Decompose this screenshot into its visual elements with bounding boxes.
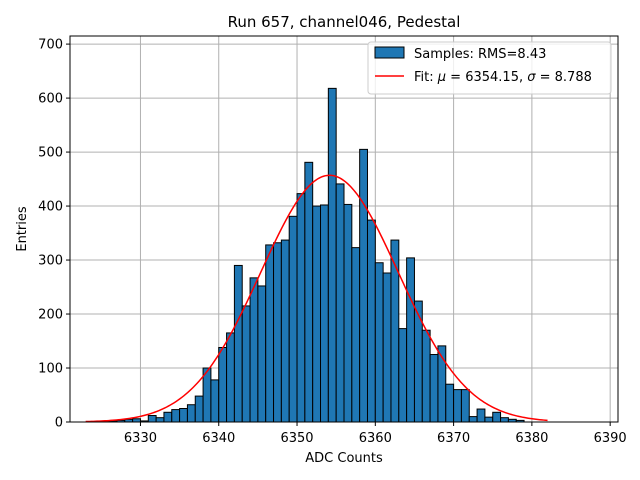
histogram-bar <box>288 215 298 423</box>
histogram-bar <box>171 409 181 423</box>
histogram-bar <box>186 404 196 423</box>
plot-frame <box>69 35 619 423</box>
histogram-bar <box>460 389 470 423</box>
histogram-bar <box>382 272 392 423</box>
histogram-bar <box>468 416 478 423</box>
fit-label-sigma-symbol: σ <box>527 70 536 85</box>
legend-label-samples: Samples: RMS=8.43 <box>414 47 546 62</box>
x-tick-label: 6380 <box>515 431 548 446</box>
fit-label-prefix: Fit: <box>414 70 438 85</box>
histogram-bar <box>359 148 368 423</box>
histogram-bar <box>304 161 314 423</box>
y-axis-label: Entries <box>15 206 30 252</box>
histogram-bar <box>374 262 384 423</box>
x-tick-label: 6330 <box>124 431 157 446</box>
y-tick-label: 500 <box>38 146 63 161</box>
histogram-bar <box>492 411 502 423</box>
histogram-bar <box>312 205 322 423</box>
histogram-bar <box>210 379 220 423</box>
histogram-bar <box>296 193 306 423</box>
y-tick-label: 0 <box>55 416 63 431</box>
histogram-bar <box>343 203 353 423</box>
histogram-bar <box>390 239 400 423</box>
histogram-bar <box>351 247 361 423</box>
histogram-bar <box>163 411 173 423</box>
x-axis-label: ADC Counts <box>305 451 383 466</box>
fit-curve <box>85 174 548 423</box>
histogram-bars <box>100 87 525 423</box>
fit-label-mu-value: = 6354.15, <box>446 70 527 85</box>
histogram-bar <box>147 415 157 423</box>
histogram-bar <box>226 332 235 423</box>
fit-label-sigma-value: = 8.788 <box>535 70 591 85</box>
y-tick-label: 400 <box>38 200 63 215</box>
y-tick-label: 700 <box>38 38 63 53</box>
histogram-bar <box>218 346 228 423</box>
histogram-bar <box>233 264 243 423</box>
legend-label-fit: Fit: μ = 6354.15, σ = 8.788 <box>414 70 592 85</box>
histogram-bar <box>398 328 408 423</box>
y-tick-label: 100 <box>38 362 63 377</box>
y-tick-label: 600 <box>38 92 63 107</box>
histogram-bar <box>406 257 415 423</box>
histogram-bar <box>273 242 282 423</box>
histogram-bar <box>335 183 345 423</box>
x-tick-label: 6370 <box>437 431 470 446</box>
histogram-bar <box>249 277 259 423</box>
histogram-bar <box>320 204 329 423</box>
x-tick-label: 6340 <box>202 431 235 446</box>
histogram-bar <box>421 329 431 423</box>
histogram-bar <box>241 305 251 423</box>
y-tick-label: 200 <box>38 308 63 323</box>
legend-frame <box>367 41 612 95</box>
histogram-bar <box>265 244 275 423</box>
fit-label-mu-symbol: μ <box>437 70 446 85</box>
x-tick-label: 6350 <box>280 431 313 446</box>
histogram-bar <box>476 408 486 423</box>
histogram-bar <box>280 239 290 423</box>
y-tick-label: 300 <box>38 254 63 269</box>
x-tick-label: 6390 <box>594 431 627 446</box>
histogram-bar <box>429 354 439 423</box>
x-tick-label: 6360 <box>359 431 392 446</box>
chart-title: Run 657, channel046, Pedestal <box>228 13 461 31</box>
histogram-bar <box>445 383 455 423</box>
histogram-bar <box>194 395 204 423</box>
histogram-bar <box>327 87 337 423</box>
y-axis-ticks: 0 100 200 300 400 500 600 700 <box>38 38 70 431</box>
histogram-bar <box>257 285 267 423</box>
x-axis-ticks: 6330 6340 6350 6360 6370 6380 6390 <box>124 422 627 446</box>
histogram-bar <box>179 408 188 423</box>
legend: Samples: RMS=8.43 Fit: μ = 6354.15, σ = … <box>367 41 612 95</box>
legend-swatch-samples <box>374 46 405 59</box>
histogram-bar <box>155 417 165 423</box>
histogram-bar <box>500 417 509 423</box>
histogram-bar <box>366 219 376 423</box>
histogram-bar <box>484 416 494 423</box>
histogram-bar <box>453 389 462 423</box>
